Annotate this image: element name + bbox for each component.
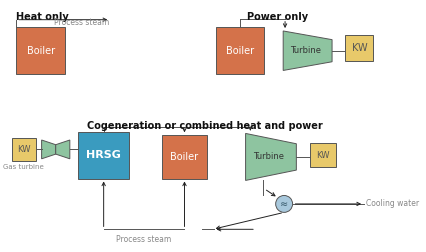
Text: KW: KW — [315, 150, 328, 160]
Text: KW: KW — [17, 145, 30, 154]
Bar — [12, 138, 36, 161]
Text: KW: KW — [351, 43, 366, 53]
Bar — [309, 143, 335, 167]
Text: HRSG: HRSG — [86, 150, 121, 160]
Text: Cogeneration or combined heat and power: Cogeneration or combined heat and power — [86, 121, 322, 131]
Text: Boiler: Boiler — [26, 46, 55, 56]
Text: Heat only: Heat only — [16, 12, 69, 22]
Polygon shape — [245, 133, 296, 180]
Polygon shape — [41, 140, 55, 159]
Text: Boiler: Boiler — [170, 152, 198, 162]
Bar — [16, 27, 65, 74]
Text: Cooling water: Cooling water — [365, 199, 418, 208]
Text: Turbine: Turbine — [289, 46, 320, 55]
Text: Turbine: Turbine — [252, 152, 283, 162]
Circle shape — [275, 196, 292, 212]
Text: Power only: Power only — [246, 12, 307, 22]
Text: ≈: ≈ — [279, 199, 288, 209]
Text: Boiler: Boiler — [225, 46, 253, 56]
Bar — [161, 135, 207, 179]
Text: Gas turbine: Gas turbine — [3, 165, 44, 170]
Bar — [215, 27, 264, 74]
Polygon shape — [282, 31, 331, 71]
Text: Process steam: Process steam — [54, 18, 109, 27]
Bar — [344, 35, 373, 61]
Bar — [78, 132, 129, 179]
Polygon shape — [55, 140, 69, 159]
Text: Process steam: Process steam — [116, 235, 171, 244]
